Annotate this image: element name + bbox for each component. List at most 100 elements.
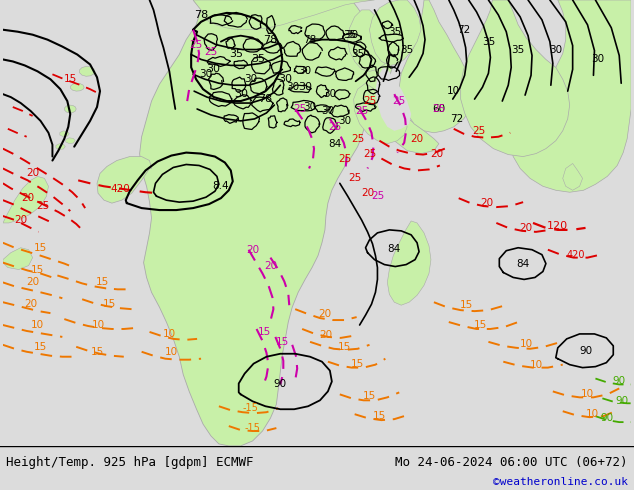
Polygon shape — [347, 10, 391, 72]
Text: 10: 10 — [31, 320, 44, 330]
Text: 15: 15 — [460, 300, 473, 310]
Text: 25: 25 — [363, 96, 376, 106]
Text: 8.4: 8.4 — [212, 181, 230, 191]
Text: 20: 20 — [411, 134, 424, 144]
Text: 15: 15 — [276, 337, 289, 347]
Text: 30: 30 — [345, 30, 358, 40]
Text: 30: 30 — [323, 89, 337, 99]
Text: 20: 20 — [26, 277, 39, 288]
Text: 35: 35 — [387, 27, 401, 37]
Text: 25: 25 — [348, 173, 361, 183]
Text: 25: 25 — [338, 153, 351, 164]
Text: 90: 90 — [601, 413, 614, 423]
Text: 10: 10 — [163, 329, 176, 339]
Text: ©weatheronline.co.uk: ©weatheronline.co.uk — [493, 477, 628, 487]
Text: 30: 30 — [549, 45, 562, 54]
Text: 15: 15 — [338, 342, 351, 352]
Text: 10: 10 — [581, 390, 594, 399]
Text: 15: 15 — [258, 327, 271, 337]
Polygon shape — [3, 248, 32, 270]
Text: 15: 15 — [34, 243, 47, 253]
Text: 15: 15 — [103, 299, 117, 309]
Text: 30: 30 — [338, 116, 351, 126]
Text: 30: 30 — [286, 82, 299, 92]
Text: 15: 15 — [31, 265, 44, 274]
Text: 72: 72 — [450, 114, 463, 124]
Text: 35: 35 — [482, 37, 495, 47]
Polygon shape — [66, 138, 75, 144]
Text: 35: 35 — [343, 30, 356, 40]
Text: 30: 30 — [321, 106, 335, 116]
Text: 10: 10 — [519, 339, 533, 349]
Polygon shape — [56, 144, 65, 149]
Text: 30: 30 — [200, 69, 212, 79]
Text: 25: 25 — [472, 126, 485, 136]
Text: 20: 20 — [320, 330, 332, 340]
Text: 20: 20 — [361, 188, 374, 198]
Text: 20: 20 — [14, 215, 27, 225]
Text: 20: 20 — [24, 299, 37, 309]
Text: 15: 15 — [63, 74, 77, 84]
Text: 84: 84 — [387, 244, 401, 254]
Polygon shape — [97, 157, 152, 203]
Text: 78: 78 — [194, 10, 208, 20]
Text: 10: 10 — [447, 86, 460, 96]
Polygon shape — [387, 221, 431, 305]
Text: 20: 20 — [480, 198, 493, 208]
Text: -15: -15 — [245, 423, 261, 433]
Polygon shape — [375, 68, 411, 131]
Text: 90: 90 — [274, 379, 287, 390]
Polygon shape — [79, 67, 95, 76]
Text: 35: 35 — [351, 49, 365, 59]
Text: 35: 35 — [252, 54, 266, 65]
Text: 30: 30 — [234, 89, 248, 99]
Text: 25: 25 — [190, 40, 203, 49]
Text: 25: 25 — [363, 148, 376, 159]
Text: 10: 10 — [586, 409, 599, 419]
Polygon shape — [510, 0, 631, 192]
Text: 10: 10 — [91, 320, 105, 330]
Text: 120: 120 — [547, 221, 568, 231]
Polygon shape — [60, 131, 69, 137]
Text: 15: 15 — [474, 320, 487, 330]
Text: 20: 20 — [318, 309, 332, 319]
Text: 35: 35 — [229, 49, 243, 59]
Polygon shape — [563, 164, 583, 190]
Text: 78: 78 — [258, 94, 273, 104]
Text: 15: 15 — [34, 342, 47, 352]
Text: 84: 84 — [328, 139, 342, 148]
Polygon shape — [399, 0, 472, 133]
Text: 15: 15 — [351, 359, 365, 368]
Text: Mo 24-06-2024 06:00 UTC (06+72): Mo 24-06-2024 06:00 UTC (06+72) — [395, 456, 628, 469]
Polygon shape — [461, 0, 570, 157]
Text: 10: 10 — [165, 347, 178, 357]
Text: -15: -15 — [243, 403, 259, 413]
Polygon shape — [139, 0, 392, 446]
Text: 15: 15 — [373, 411, 386, 421]
Text: 25: 25 — [432, 104, 446, 114]
Text: Height/Temp. 925 hPa [gdpm] ECMWF: Height/Temp. 925 hPa [gdpm] ECMWF — [6, 456, 254, 469]
Text: 25: 25 — [328, 122, 342, 132]
Text: 25: 25 — [351, 134, 365, 144]
Text: 20: 20 — [26, 169, 39, 178]
Polygon shape — [3, 176, 48, 223]
Text: 30: 30 — [591, 54, 604, 65]
Text: 30: 30 — [299, 66, 312, 76]
Polygon shape — [70, 83, 84, 91]
Text: 25: 25 — [355, 106, 368, 116]
Text: 20: 20 — [430, 148, 443, 159]
Text: 30: 30 — [206, 64, 220, 74]
Text: 20: 20 — [246, 245, 259, 255]
Text: 10: 10 — [529, 360, 543, 369]
Text: 78: 78 — [304, 35, 317, 45]
Text: 420: 420 — [566, 250, 585, 260]
Text: 20: 20 — [519, 223, 533, 233]
Text: 60: 60 — [432, 104, 446, 114]
Text: 90: 90 — [612, 375, 626, 386]
Text: 25: 25 — [204, 47, 217, 56]
Polygon shape — [379, 97, 439, 153]
Text: 15: 15 — [95, 277, 108, 288]
Text: 30: 30 — [244, 74, 257, 84]
Text: 20: 20 — [21, 193, 34, 203]
Polygon shape — [193, 0, 375, 30]
